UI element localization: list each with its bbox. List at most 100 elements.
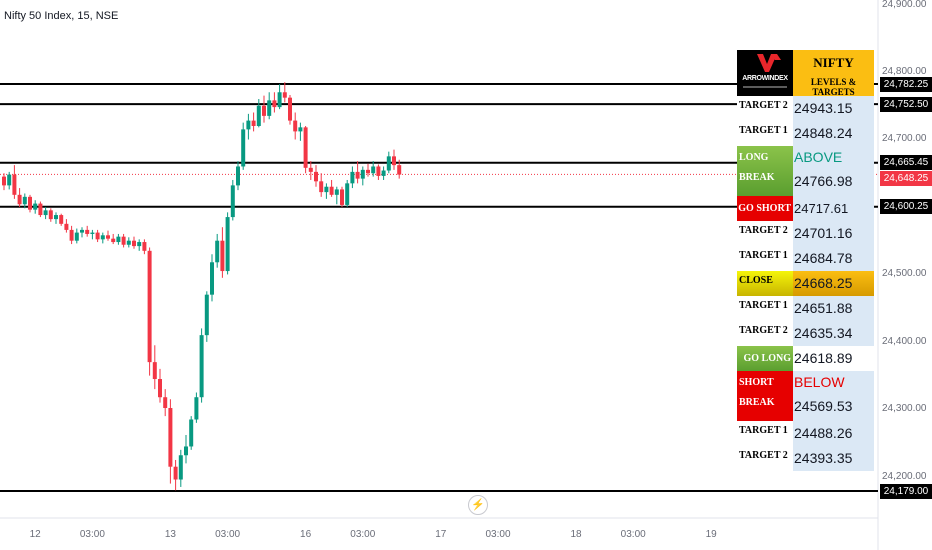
panel-header: ARROWINDEX NIFTY LEVELS & TARGETS — [737, 50, 874, 97]
level-row-label: GO LONG — [737, 346, 793, 371]
level-value: 24943.15 — [794, 100, 853, 116]
level-price-tag: 24,179.00 — [880, 483, 932, 499]
candle-body — [355, 171, 360, 179]
candle-body — [256, 105, 261, 126]
candle-body — [95, 232, 100, 240]
level-row-value-cell: 24618.89 BUY — [793, 346, 874, 391]
candle-body — [69, 229, 74, 241]
time-tick-label: 16 — [300, 529, 312, 540]
time-tick-label: 03:00 — [485, 529, 511, 540]
candle-body — [80, 229, 84, 233]
logo: ARROWINDEX — [737, 50, 793, 96]
logo-underline — [743, 86, 787, 88]
price-tick-label: 24,400.00 — [882, 335, 927, 347]
level-row-value-cell: 24701.16 — [793, 221, 874, 246]
level-value: 24701.16 — [794, 225, 853, 241]
level-value: 24651.88 — [794, 300, 853, 316]
candle-body — [168, 408, 173, 467]
candle-body — [7, 174, 12, 186]
price-tick-label: 24,200.00 — [882, 470, 927, 482]
candle-body — [397, 165, 402, 175]
candle-body — [298, 127, 303, 132]
candle-body — [251, 120, 256, 126]
level-value: 24848.24 — [794, 125, 853, 141]
candle-body — [142, 242, 147, 251]
candle-body — [194, 397, 199, 420]
level-row-std: TARGET 1 24684.78 — [737, 246, 874, 271]
level-price-tag: 24,752.50 — [880, 96, 932, 112]
candle-body — [303, 127, 308, 168]
level-row-label: TARGET 2 — [737, 221, 793, 246]
level-condition: BELOW — [794, 374, 845, 390]
chart-title: Nifty 50 Index, 15, NSE — [4, 10, 119, 22]
candle-body — [158, 379, 162, 398]
candle-body — [314, 171, 318, 182]
candle-body — [54, 215, 58, 220]
candle-body — [28, 196, 32, 210]
level-row-value-cell: 24651.88 — [793, 296, 874, 321]
time-tick-label: 13 — [164, 529, 176, 540]
lightning-icon[interactable]: ⚡ — [468, 495, 488, 515]
level-condition: ABOVE — [794, 149, 843, 165]
candle-body — [334, 189, 339, 195]
time-tick-label: 19 — [705, 529, 717, 540]
time-tick-label: 03:00 — [620, 529, 646, 540]
candle-body — [386, 156, 391, 171]
candle-body — [184, 446, 188, 456]
level-row-label: SHORT BREAK — [737, 371, 793, 421]
level-row-label: TARGET 1 — [737, 121, 793, 146]
candle-body — [132, 240, 136, 247]
candle-body — [38, 203, 43, 216]
price-tick-label: 24,800.00 — [882, 66, 927, 78]
level-row-std: TARGET 1 24848.24 — [737, 121, 874, 146]
level-price-tag: 24,665.45 — [880, 155, 932, 171]
candle-body — [152, 362, 157, 380]
candle-body — [241, 129, 246, 167]
level-row-label: TARGET 1 — [737, 421, 793, 446]
level-row-std: TARGET 2 24393.35 — [737, 446, 874, 471]
candle-body — [308, 167, 313, 172]
level-row-label: TARGET 1 — [737, 296, 793, 321]
candle-body — [246, 120, 251, 130]
candle-body — [204, 294, 209, 336]
candle-body — [345, 183, 350, 205]
candle-body — [116, 236, 121, 243]
candle-body — [210, 262, 214, 295]
level-row-label: TARGET 2 — [737, 446, 793, 471]
candle-body — [126, 240, 131, 245]
candle-body — [319, 181, 324, 193]
candle-body — [272, 100, 277, 108]
candle-body — [277, 92, 282, 108]
arrow-logo-icon — [757, 54, 781, 72]
candle-body — [178, 455, 183, 480]
candle-body — [48, 210, 53, 220]
level-row-label: LONG BREAK — [737, 146, 793, 196]
level-row-label: TARGET 1 — [737, 246, 793, 271]
price-tick-label: 24,900.00 — [882, 0, 927, 10]
level-value: 24684.78 — [794, 250, 853, 266]
candle-body — [64, 223, 69, 230]
level-row-value-cell: 24848.24 — [793, 121, 874, 146]
candle-body — [350, 171, 355, 184]
candle-body — [366, 169, 370, 174]
candle-body — [360, 169, 365, 179]
candle-body — [267, 100, 272, 116]
level-row-std: TARGET 1 24651.88 — [737, 296, 874, 321]
candle-body — [17, 194, 22, 205]
price-tick-label: 24,500.00 — [882, 268, 927, 280]
candle-body — [121, 236, 126, 245]
level-row-value-cell: 24668.25 — [793, 271, 874, 296]
level-row-std: TARGET 2 24943.15 — [737, 96, 874, 121]
time-tick-label: 03:00 — [350, 529, 376, 540]
level-row-value-cell: 24943.15 — [793, 96, 874, 121]
time-tick-label: 17 — [435, 529, 447, 540]
level-row-value-cell: 24635.34 — [793, 321, 874, 346]
candle-body — [43, 210, 48, 216]
